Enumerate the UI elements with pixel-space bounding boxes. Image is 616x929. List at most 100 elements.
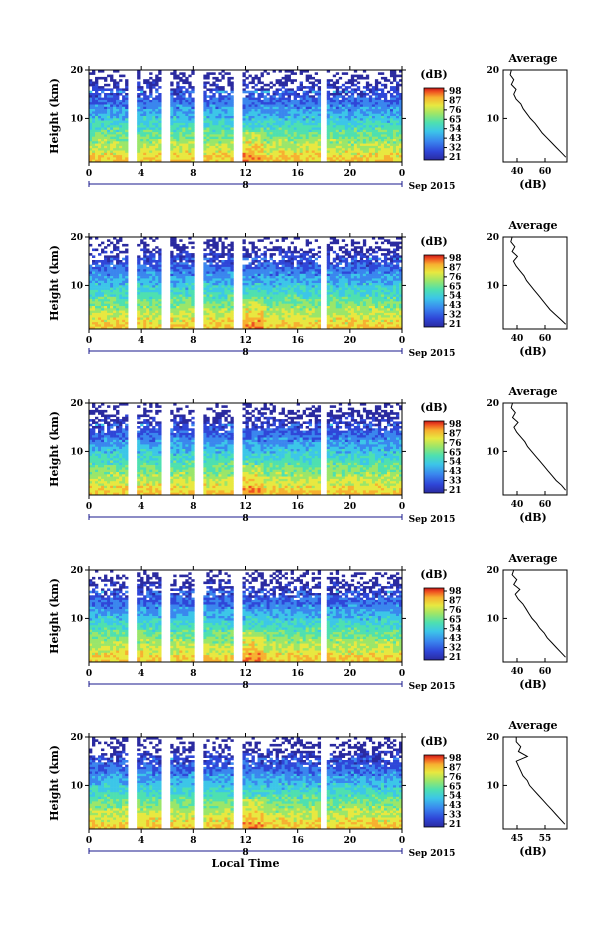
heatmap-cell [137,262,141,265]
heatmap-cell [230,141,234,144]
heatmap-cell [380,111,385,114]
heatmap-cell [119,134,123,137]
heatmap-cell [392,155,397,158]
heatmap-cell [344,97,349,101]
heatmap-cell [218,79,222,82]
heatmap-cell [269,143,273,147]
heatmap-cell [110,294,114,298]
heatmap-cell [170,155,174,158]
heatmap-cell [284,125,288,128]
heatmap-cell [329,132,334,135]
heatmap-cell [215,79,219,82]
heatmap-cell [362,276,367,279]
heatmap-cell [185,159,189,163]
heatmap-cell [179,269,183,272]
heatmap-cell [107,152,111,156]
heatmap-cell [101,125,105,128]
heatmap-cell [140,248,144,252]
heatmap-cell [110,104,114,108]
heatmap-cell [140,143,144,147]
heatmap-cell [149,283,153,286]
heatmap-cell [326,148,331,151]
heatmap-cell [137,97,141,101]
heatmap-cell [272,280,276,284]
heatmap-cell [203,269,207,272]
heatmap-cell [362,141,367,144]
heatmap-cell [203,99,207,103]
heatmap-cell [377,264,382,268]
heatmap-cell [326,86,331,89]
heatmap-cell [257,81,261,85]
heatmap-cell [266,280,270,284]
heatmap-cell [215,111,219,114]
heatmap-cell [188,271,192,275]
heatmap-cell [284,111,288,114]
heatmap-cell [224,136,228,140]
heatmap-cell [275,292,279,295]
heatmap-cell [179,260,183,263]
heatmap-cell [380,93,385,96]
heatmap-cell [359,93,364,96]
heatmap-cell [122,88,126,91]
heatmap-cell [257,141,261,144]
heatmap-cell [377,95,382,98]
heatmap-cell [275,269,279,272]
heatmap-cell [383,159,388,163]
heatmap-cell [104,129,108,133]
heatmap-cell [212,118,216,121]
heatmap-cell [89,127,93,131]
heatmap-cell [311,81,316,85]
heatmap-cell [158,111,162,114]
heatmap-cell [383,260,388,263]
heatmap-cell [398,99,403,103]
heatmap-cell [284,139,288,142]
heatmap-cell [107,118,111,121]
heatmap-cell [308,287,313,291]
heatmap-cell [335,287,340,291]
heatmap-cell [389,99,394,103]
heatmap-cell [329,99,334,103]
heatmap-cell [356,134,361,137]
heatmap-cell [209,116,213,119]
heatmap-cell [266,145,270,149]
heatmap-cell [326,143,331,147]
heatmap-cell [308,132,313,135]
heatmap-cell [113,264,117,268]
heatmap-cell [293,79,297,82]
heatmap-cell [101,292,105,295]
heatmap-cell [89,72,93,75]
heatmap-cell [152,113,156,117]
heatmap-cell [356,143,361,147]
heatmap-cell [188,93,192,96]
heatmap-cell [302,113,306,117]
heatmap-cell [116,283,120,286]
heatmap-cell [143,287,147,291]
heatmap-cell [242,99,246,103]
heatmap-cell [269,253,273,256]
heatmap-cell [326,127,331,131]
heatmap-cell [104,260,108,263]
heatmap-cell [287,129,291,133]
heatmap-cell [344,159,349,163]
heatmap-cell [368,257,373,261]
heatmap-cell [137,139,141,142]
heatmap-cell [146,296,150,300]
heatmap-cell [386,141,391,144]
heatmap-cell [344,257,349,261]
heatmap-cell [191,159,195,163]
heatmap-cell [110,269,114,272]
heatmap-cell [395,99,400,103]
heatmap-cell [317,150,322,154]
heatmap-cell [251,246,255,249]
heatmap-cell [212,273,216,277]
heatmap-cell [293,106,297,110]
heatmap-cell [362,118,367,121]
heatmap-cell [107,264,111,268]
heatmap-cell [215,155,219,158]
heatmap-cell [248,104,252,108]
heatmap-cell [257,264,261,268]
heatmap-cell [353,136,358,140]
heatmap-cell [209,243,213,247]
heatmap-cell [122,74,126,78]
heatmap-cell [368,104,373,108]
